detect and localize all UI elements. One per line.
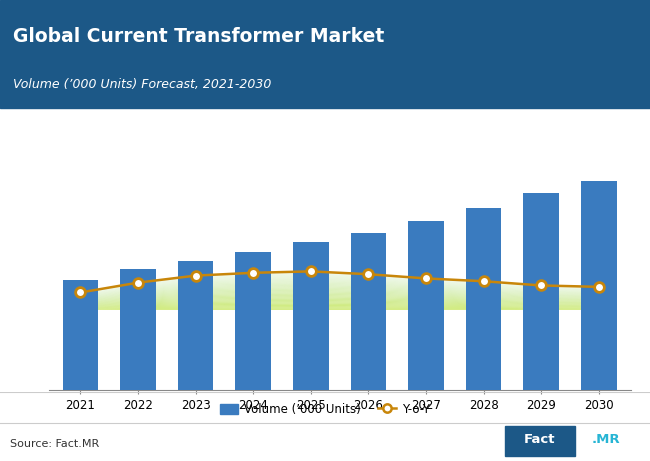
Bar	[581, 181, 617, 390]
Text: Fact: Fact	[524, 433, 555, 447]
Text: Volume (’000 Units) Forecast, 2021-2030: Volume (’000 Units) Forecast, 2021-2030	[13, 78, 272, 91]
Bar	[120, 269, 156, 390]
Bar	[408, 221, 444, 390]
Bar	[235, 253, 271, 390]
Text: Source: Fact.MR: Source: Fact.MR	[10, 438, 99, 449]
Bar	[466, 208, 502, 390]
FancyBboxPatch shape	[0, 0, 650, 108]
Bar	[293, 242, 329, 390]
Text: Global Current Transformer Market: Global Current Transformer Market	[13, 27, 384, 46]
Bar	[177, 261, 213, 390]
Bar	[523, 193, 559, 390]
Bar	[62, 280, 98, 390]
FancyBboxPatch shape	[505, 426, 575, 456]
Text: .MR: .MR	[592, 433, 620, 447]
Bar	[350, 233, 386, 390]
Legend: Volume (’000 Units), Y-o-Y: Volume (’000 Units), Y-o-Y	[216, 398, 434, 420]
